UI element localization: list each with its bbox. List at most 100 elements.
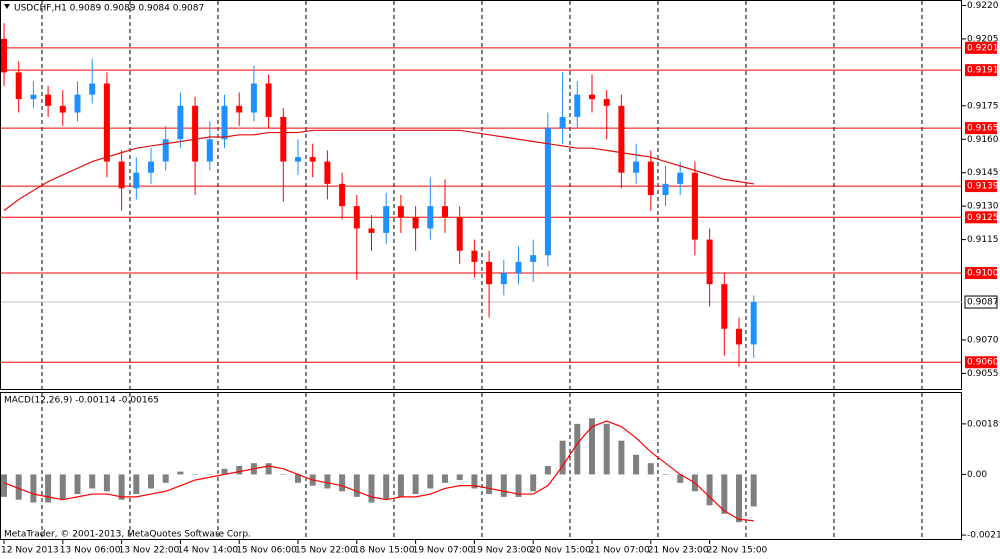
candle-body — [59, 105, 66, 113]
macd-bar — [133, 474, 140, 495]
x-tick-label: 21 Nov 07:00 — [589, 546, 650, 556]
macd-bar — [368, 474, 375, 503]
candle-body — [706, 239, 713, 285]
x-tick-label: 13 Nov 22:00 — [119, 546, 180, 556]
level-label-box — [965, 180, 997, 193]
dropdown-icon[interactable] — [4, 4, 10, 9]
macd-bar — [59, 474, 66, 500]
macd-bar — [45, 474, 52, 503]
level-label: 0.9191 — [967, 66, 999, 76]
macd-bar — [515, 474, 522, 497]
candle-body — [471, 250, 478, 262]
candle-body — [206, 139, 213, 162]
macd-bar — [236, 466, 243, 475]
macd-signal — [3, 420, 754, 522]
macd-bar — [339, 474, 346, 492]
macd-bar — [559, 440, 566, 475]
candle-body — [339, 183, 346, 207]
candle-body — [397, 206, 404, 218]
macd-bar — [442, 474, 448, 483]
macd-bar — [15, 474, 22, 500]
x-tick-label: 18 Nov 15:00 — [354, 546, 415, 556]
candle-body — [1, 38, 7, 73]
candle-body — [691, 172, 698, 240]
y-tick-label: 0.00 — [967, 470, 987, 480]
candle-body — [618, 105, 625, 173]
candle-body — [324, 161, 331, 184]
macd-bar — [633, 454, 640, 475]
y-tick-label: 0.0018 — [967, 419, 999, 429]
footer: MetaTrader, © 2001-2013, MetaQuotes Soft… — [4, 530, 251, 540]
candle-body — [368, 228, 375, 233]
macd-bar — [397, 474, 404, 497]
macd-bar — [544, 466, 551, 475]
macd-bar — [750, 474, 757, 507]
candle-body — [177, 105, 184, 140]
level-label: 0.9165 — [967, 124, 999, 134]
candle-body — [74, 94, 81, 113]
macd-bar — [706, 474, 713, 506]
candle-body — [15, 72, 22, 100]
macd-bar — [618, 440, 625, 475]
macd-bar — [221, 468, 228, 475]
level-label-box — [965, 41, 997, 54]
macd-bar — [471, 474, 478, 489]
macd-bar — [412, 474, 419, 495]
candle-body — [148, 161, 154, 173]
candle-body — [530, 255, 537, 262]
x-tick-label: 19 Nov 23:00 — [471, 546, 532, 556]
candle-body — [559, 116, 566, 129]
level-label-box — [965, 64, 997, 77]
price-panel — [0, 0, 962, 390]
x-tick-label: 22 Nov 15:00 — [707, 546, 768, 556]
candle-body — [677, 172, 684, 184]
macd-bar — [177, 471, 184, 475]
candle-body — [192, 105, 199, 162]
candle-body — [544, 128, 551, 256]
macd-bar — [206, 474, 213, 475]
candle-body — [515, 261, 522, 274]
macd-bar — [280, 474, 287, 475]
macd-bar — [736, 474, 742, 523]
candle-body — [162, 139, 169, 162]
candle-body — [427, 206, 434, 229]
macd-bar — [89, 474, 96, 489]
level-label: 0.9100 — [967, 269, 999, 279]
candle-body — [309, 157, 316, 162]
current-price-label: 0.9087 — [967, 298, 999, 308]
level-label-box — [965, 122, 997, 135]
macd-title: MACD(12,26,9) -0.00114 -0.00165 — [4, 396, 159, 406]
level-label: 0.9060 — [967, 358, 999, 368]
macd-bar — [677, 474, 684, 483]
moving-average — [3, 129, 754, 212]
macd-bar — [456, 474, 463, 481]
macd-bar — [162, 474, 169, 483]
candle-body — [103, 83, 110, 162]
candle-body — [30, 94, 37, 100]
y-tick-label: 0.9055 — [967, 369, 999, 379]
y-tick-label: 0.9115 — [967, 235, 999, 245]
macd-bar — [574, 423, 581, 475]
x-tick-label: 14 Nov 14:00 — [177, 546, 238, 556]
candle-body — [603, 99, 610, 106]
macd-bar — [721, 474, 728, 514]
candle-body — [456, 217, 463, 251]
macd-bar — [500, 474, 507, 497]
y-tick-label: 0.9160 — [967, 135, 999, 145]
candle-body — [574, 94, 581, 117]
level-label: 0.9139 — [967, 182, 999, 192]
candle-body — [412, 217, 419, 229]
macd-bar — [427, 474, 434, 489]
x-tick-label: 15 Nov 06:00 — [236, 546, 297, 556]
x-tick-label: 15 Nov 22:00 — [295, 546, 356, 556]
candle-body — [750, 302, 757, 345]
x-tick-label: 13 Nov 06:00 — [60, 546, 121, 556]
level-label: 0.9125 — [967, 213, 999, 223]
macd-bar — [192, 474, 199, 475]
candle-body — [265, 83, 272, 117]
macd-bar — [647, 463, 654, 475]
macd-bar — [118, 474, 125, 500]
macd-bar — [74, 474, 81, 495]
macd-bar — [383, 474, 390, 500]
